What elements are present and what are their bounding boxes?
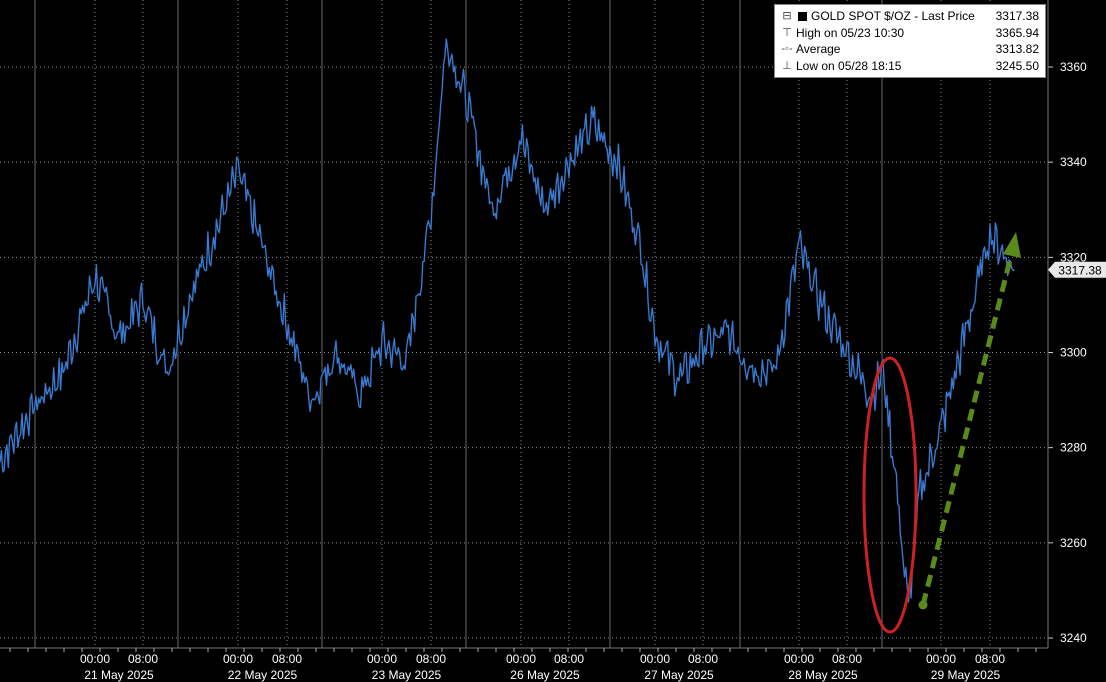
x-tick-label: 00:00 <box>223 652 253 666</box>
y-tick-label: 3240 <box>1060 631 1087 645</box>
rebound-arrow-start <box>918 600 928 610</box>
price-series <box>0 37 1016 604</box>
x-date-label: 28 May 2025 <box>788 668 858 682</box>
y-axis: 3240 3260 3280 3300 3320 3340 3360 <box>1047 0 1087 648</box>
x-tick-label: 08:00 <box>832 652 862 666</box>
x-date-label: 27 May 2025 <box>644 668 714 682</box>
low-highlight-ellipse <box>862 356 918 634</box>
legend-row-average: -◦- Average 3313.82 <box>781 41 1039 58</box>
x-date-label: 22 May 2025 <box>228 668 298 682</box>
last-price-tag-label: 3317.38 <box>1058 263 1102 277</box>
legend-low-label: Low on 05/28 18:15 <box>796 58 902 73</box>
x-date-label: 29 May 2025 <box>931 668 1001 682</box>
x-tick-label: 08:00 <box>128 652 158 666</box>
price-line <box>0 38 1015 603</box>
x-tick-label: 00:00 <box>80 652 110 666</box>
x-tick-label: 08:00 <box>272 652 302 666</box>
x-axis: 00:00 08:00 21 May 2025 00:00 08:00 22 May 20… <box>0 647 1048 682</box>
y-tick-label: 3320 <box>1060 250 1087 264</box>
y-tick-label: 3300 <box>1060 346 1087 360</box>
legend-high-value: 3365.94 <box>995 25 1039 40</box>
series-swatch-icon <box>798 11 807 21</box>
last-price-tag: 3317.38 <box>1048 261 1106 278</box>
x-date-label: 26 May 2025 <box>510 668 580 682</box>
rebound-arrow-shaft <box>920 251 1015 606</box>
y-tick-label: 3260 <box>1060 536 1087 550</box>
legend-row-last: ⊟ GOLD SPOT $/OZ - Last Price 3317.38 <box>781 8 1039 25</box>
legend-row-low: ⊥ Low on 05/28 18:15 3245.50 <box>781 58 1039 75</box>
legend-average-label: Average <box>796 42 841 56</box>
x-tick-label: 00:00 <box>926 652 956 666</box>
y-tick-label: 3360 <box>1060 60 1087 74</box>
x-tick-label: 00:00 <box>640 652 670 666</box>
x-tick-label: 08:00 <box>688 652 718 666</box>
legend-title: GOLD SPOT $/OZ - Last Price <box>811 9 975 23</box>
high-marker-icon: ⊤ <box>782 26 792 39</box>
legend-last-value: 3317.38 <box>995 9 1039 23</box>
gridlines <box>0 0 1048 648</box>
y-tick-label: 3280 <box>1060 441 1087 455</box>
average-marker-icon: -◦- <box>781 43 793 55</box>
x-date-label: 23 May 2025 <box>372 668 442 682</box>
legend-high-label: High on 05/23 10:30 <box>796 25 905 40</box>
x-date-label: 21 May 2025 <box>84 668 154 682</box>
legend-low-value: 3245.50 <box>995 58 1039 73</box>
x-tick-label: 00:00 <box>506 652 536 666</box>
rebound-arrow-head <box>1003 232 1021 258</box>
x-tick-label: 00:00 <box>784 652 814 666</box>
last-price-tag-box <box>1048 261 1106 278</box>
y-tick-label: 3340 <box>1060 155 1087 169</box>
annotations <box>862 232 1021 634</box>
x-tick-label: 08:00 <box>416 652 446 666</box>
collapse-icon[interactable]: ⊟ <box>782 10 792 22</box>
legend-average-value: 3313.82 <box>995 42 1039 56</box>
low-marker-icon: ⊥ <box>782 59 792 72</box>
x-tick-label: 00:00 <box>367 652 397 666</box>
legend-row-high: ⊤ High on 05/23 10:30 3365.94 <box>781 25 1039 42</box>
legend-box: ⊟ GOLD SPOT $/OZ - Last Price 3317.38 ⊤ … <box>774 4 1046 78</box>
x-tick-label: 08:00 <box>554 652 584 666</box>
x-tick-label: 08:00 <box>975 652 1005 666</box>
